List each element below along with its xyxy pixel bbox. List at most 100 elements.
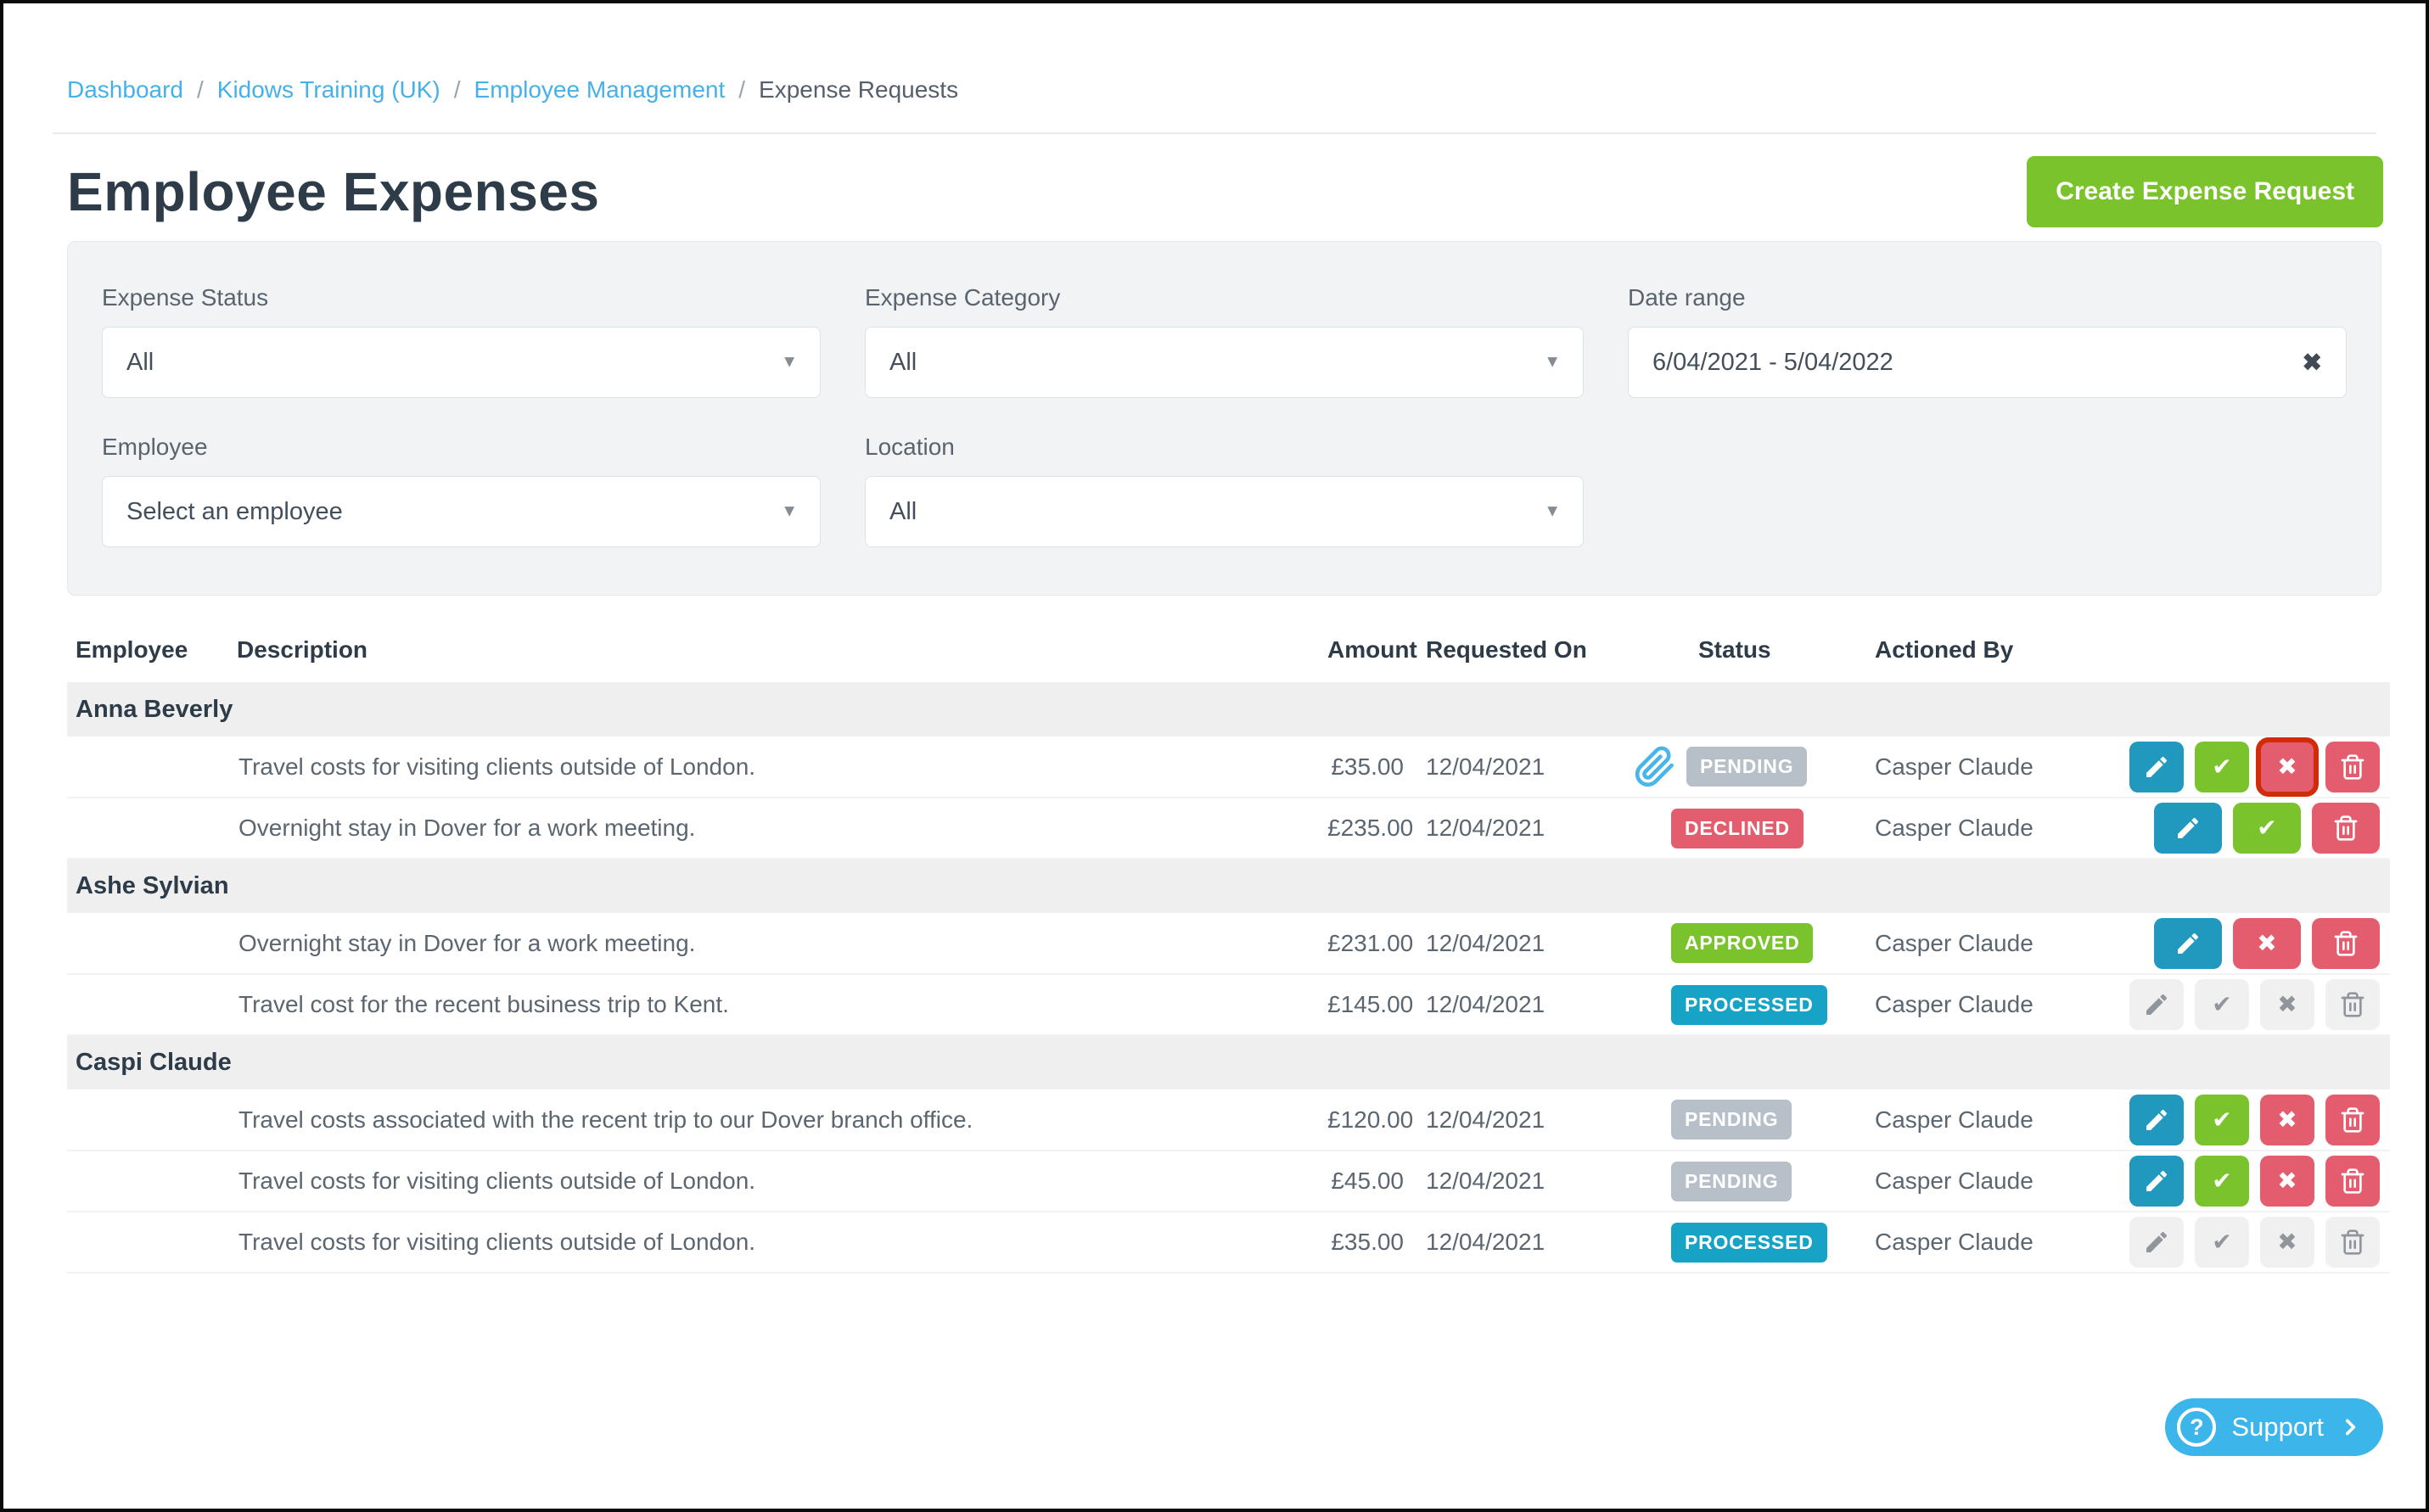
expense-category-select[interactable]: All ▼ (865, 327, 1584, 398)
col-actions (2121, 636, 2390, 682)
expense-status-select[interactable]: All ▼ (102, 327, 821, 398)
edit-button[interactable] (2129, 1094, 2184, 1145)
employee-label: Employee (102, 434, 208, 460)
edit-button[interactable] (2154, 803, 2222, 854)
filter-panel: Expense Status All ▼ Expense Category Al… (67, 241, 2381, 596)
approve-button[interactable]: ✔ (2195, 1094, 2249, 1145)
decline-button-disabled: ✖ (2260, 1217, 2314, 1268)
approve-button[interactable]: ✔ (2195, 741, 2249, 792)
expense-description: Travel costs associated with the recent … (238, 1106, 973, 1133)
chevron-down-icon: ▼ (781, 501, 798, 521)
expense-amount: £35.00 (1331, 1229, 1404, 1255)
breadcrumb-divider (53, 132, 2376, 134)
location-select[interactable]: All ▼ (865, 476, 1584, 547)
delete-button[interactable] (2325, 741, 2380, 792)
chevron-down-icon: ▼ (1544, 501, 1561, 521)
status-badge: PROCESSED (1671, 984, 1827, 1025)
help-question-icon: ? (2177, 1408, 2217, 1447)
breadcrumb-current: Expense Requests (759, 76, 959, 103)
delete-button[interactable] (2312, 803, 2380, 854)
status-badge: PENDING (1671, 1161, 1792, 1201)
approve-button[interactable]: ✔ (2233, 803, 2301, 854)
expense-category-label: Expense Category (865, 284, 1061, 311)
approve-button[interactable]: ✔ (2195, 1156, 2249, 1207)
expense-requested-on: 12/04/2021 (1426, 1106, 1545, 1133)
expense-requested-on: 12/04/2021 (1426, 991, 1545, 1017)
breadcrumb-dashboard[interactable]: Dashboard (67, 76, 183, 103)
status-badge: DECLINED (1671, 808, 1804, 848)
col-requested-on: Requested On (1426, 636, 1587, 663)
group-row-employee: Caspi Claude (67, 1035, 2390, 1089)
delete-button[interactable] (2325, 1156, 2380, 1207)
page-header: Employee Expenses Create Expense Request (67, 156, 2383, 227)
support-button[interactable]: ? Support (2165, 1398, 2383, 1456)
group-employee-name: Anna Beverly (67, 682, 2390, 736)
expense-amount: £145.00 (1327, 991, 1414, 1017)
create-expense-request-button[interactable]: Create Expense Request (2027, 156, 2383, 227)
decline-button[interactable]: ✖ (2260, 1156, 2314, 1207)
expense-description: Travel costs for visiting clients outsid… (238, 753, 756, 780)
breadcrumb-separator: / (196, 76, 204, 103)
group-employee-name: Ashe Sylvian (67, 859, 2390, 913)
edit-button[interactable] (2154, 917, 2222, 969)
date-range-value: 6/04/2021 - 5/04/2022 (1652, 348, 1893, 376)
check-icon: ✔ (2257, 815, 2277, 841)
date-range-label: Date range (1628, 284, 1746, 311)
group-employee-name: Caspi Claude (67, 1035, 2390, 1089)
expense-description: Travel cost for the recent business trip… (238, 991, 729, 1017)
x-icon: ✖ (2257, 929, 2277, 956)
actioned-by: Casper Claude (1875, 1168, 2034, 1194)
status-badge: APPROVED (1671, 923, 1814, 963)
check-icon: ✔ (2212, 1229, 2232, 1255)
expense-amount: £235.00 (1327, 815, 1414, 841)
expense-amount: £120.00 (1327, 1106, 1414, 1133)
support-label: Support (2231, 1412, 2324, 1442)
page-title: Employee Expenses (67, 161, 600, 222)
delete-button-disabled (2325, 979, 2380, 1030)
group-row-employee: Anna Beverly (67, 682, 2390, 736)
location-value: All (889, 497, 917, 525)
actioned-by: Casper Claude (1875, 753, 2034, 780)
expense-amount: £231.00 (1327, 929, 1414, 956)
expense-amount: £45.00 (1331, 1168, 1404, 1194)
breadcrumb-employee-management[interactable]: Employee Management (474, 76, 726, 103)
approve-button-disabled: ✔ (2195, 1217, 2249, 1268)
decline-button-highlighted[interactable]: ✖ (2256, 736, 2319, 797)
breadcrumb-separator: / (453, 76, 461, 103)
breadcrumb-organisation[interactable]: Kidows Training (UK) (216, 76, 440, 103)
col-employee: Employee (76, 636, 188, 663)
edit-button[interactable] (2129, 1156, 2184, 1207)
employee-select[interactable]: Select an employee ▼ (102, 476, 821, 547)
table-row: Travel costs for visiting clients outsid… (67, 1151, 2390, 1212)
actioned-by: Casper Claude (1875, 1229, 2034, 1255)
table-header-row: Employee Description Amount Requested On… (67, 636, 2390, 682)
delete-button[interactable] (2325, 1094, 2380, 1145)
clear-date-icon[interactable]: ✖ (2302, 349, 2322, 376)
table-row: Travel cost for the recent business trip… (67, 974, 2390, 1035)
table-row: Overnight stay in Dover for a work meeti… (67, 798, 2390, 859)
chevron-down-icon: ▼ (781, 352, 798, 372)
decline-button[interactable]: ✖ (2260, 1094, 2314, 1145)
decline-button-disabled: ✖ (2260, 979, 2314, 1030)
approve-button-disabled: ✔ (2195, 979, 2249, 1030)
filter-expense-status: Expense Status All ▼ (102, 284, 821, 398)
delete-button[interactable] (2312, 917, 2380, 969)
expense-category-value: All (889, 348, 917, 376)
date-range-input[interactable]: 6/04/2021 - 5/04/2022 ✖ (1628, 327, 2347, 398)
table-row: Travel costs for visiting clients outsid… (67, 1212, 2390, 1273)
chevron-right-icon (2339, 1416, 2361, 1438)
x-icon: ✖ (2277, 1229, 2297, 1255)
status-badge: PROCESSED (1671, 1222, 1827, 1263)
breadcrumb: Dashboard / Kidows Training (UK) / Emplo… (67, 76, 2362, 104)
table-row: Travel costs for visiting clients outsid… (67, 736, 2390, 798)
check-icon: ✔ (2212, 991, 2232, 1017)
edit-button-disabled (2129, 1217, 2184, 1268)
actioned-by: Casper Claude (1875, 929, 2034, 956)
expense-requested-on: 12/04/2021 (1426, 753, 1545, 780)
attachment-paperclip-icon[interactable] (1634, 746, 1676, 788)
decline-button[interactable]: ✖ (2233, 917, 2301, 969)
expense-description: Overnight stay in Dover for a work meeti… (238, 929, 696, 956)
edit-button[interactable] (2129, 741, 2184, 792)
col-description: Description (237, 636, 368, 663)
